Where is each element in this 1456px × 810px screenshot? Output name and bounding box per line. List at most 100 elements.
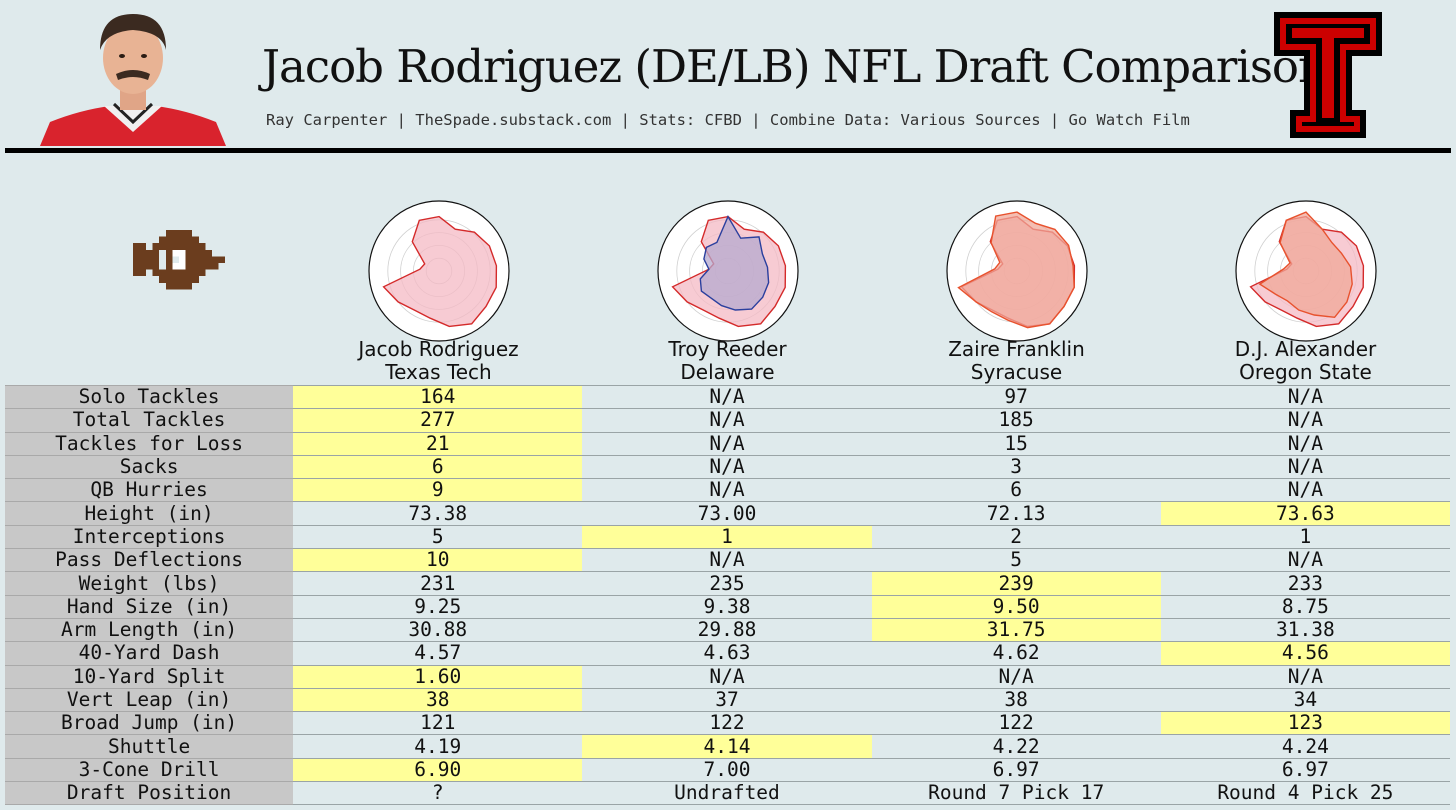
stat-cell: N/A <box>871 664 1161 689</box>
table-row: Draft Position? Undrafted Round 7 Pick 17 R… <box>5 781 1450 806</box>
radar-chart-dj-alexander <box>1235 200 1377 342</box>
table-row: 10-Yard Split 1.60 N/A N/A N/A <box>5 664 1450 689</box>
stat-cell: 233 <box>1160 571 1450 596</box>
table-row: Solo Tackles 164 N/A 97 N/A <box>5 384 1450 410</box>
page-title: Jacob Rodriguez (DE/LB) NFL Draft Compar… <box>262 40 1327 93</box>
stat-cell: 34 <box>1160 687 1450 713</box>
table-row: Pass Deflections 10 N/A 5 N/A <box>5 548 1450 573</box>
stat-cell: 235 <box>582 571 872 596</box>
row-label: Interceptions <box>5 524 294 550</box>
stats-comparison-table: Solo Tackles 164 N/A 97 N/A Total Tackles 277 N… <box>5 384 1450 806</box>
stat-cell: ? <box>293 781 583 806</box>
radar-series-zaire-franklin <box>957 211 1075 329</box>
radar-series-d-j-alexander <box>1258 211 1353 319</box>
row-label: Sacks <box>5 454 294 480</box>
table-row: Shuttle 4.19 4.14 4.22 4.24 <box>5 734 1450 759</box>
table-row: Total Tackles 277 N/A 185 N/A <box>5 408 1450 433</box>
stat-cell: 6.97 <box>1160 757 1450 783</box>
stat-cell: 15 <box>871 431 1161 456</box>
stats-table-body: Solo Tackles 164 N/A 97 N/A Total Tackles 277 N… <box>5 384 1450 806</box>
player-header: Troy Reeder Delaware <box>583 338 872 384</box>
stat-cell: 73.38 <box>293 501 583 526</box>
player-school: Syracuse <box>970 360 1063 384</box>
radar-chart-troy-reeder <box>657 200 799 342</box>
stat-cell: N/A <box>582 431 872 456</box>
table-row: Broad Jump (in) 121 122 122 123 <box>5 711 1450 736</box>
stat-cell: 121 <box>293 711 583 736</box>
player-headshot <box>40 14 226 146</box>
stat-cell: N/A <box>1160 548 1450 573</box>
credits-subtitle: Ray Carpenter | TheSpade.substack.com | … <box>266 111 1190 129</box>
player-name: D.J. Alexander <box>1234 337 1377 361</box>
row-label: Arm Length (in) <box>5 617 294 643</box>
header-divider <box>5 148 1451 153</box>
masked-rider-icon <box>132 230 226 290</box>
radar-chart-jacob-rodriguez <box>368 200 510 342</box>
stat-cell: 123 <box>1160 711 1450 736</box>
stat-cell: 21 <box>293 431 583 456</box>
stat-cell: Round 4 Pick 25 <box>1160 781 1450 806</box>
stat-cell: 239 <box>871 571 1161 596</box>
row-label: Pass Deflections <box>5 548 294 573</box>
table-row: Vert Leap (in) 38 37 38 34 <box>5 687 1450 713</box>
table-row: QB Hurries 9 N/A 6 N/A <box>5 478 1450 503</box>
stat-cell: 38 <box>871 687 1161 713</box>
stat-cell: 4.57 <box>293 641 583 666</box>
stat-cell: N/A <box>582 548 872 573</box>
stat-cell: 1 <box>1160 524 1450 550</box>
table-row: 3-Cone Drill 6.90 7.00 6.97 6.97 <box>5 757 1450 783</box>
player-school: Texas Tech <box>385 360 492 384</box>
radar-series-jacob-rodriguez <box>382 215 498 328</box>
table-row: Height (in) 73.38 73.00 72.13 73.63 <box>5 501 1450 526</box>
stat-cell: 122 <box>582 711 872 736</box>
row-label: 10-Yard Split <box>5 664 294 689</box>
row-label: Draft Position <box>5 781 294 806</box>
stat-cell: 30.88 <box>293 617 583 643</box>
stat-cell: 7.00 <box>582 757 872 783</box>
stat-cell: 9.38 <box>582 594 872 619</box>
player-header: Zaire Franklin Syracuse <box>872 338 1161 384</box>
stat-cell: 97 <box>871 384 1161 410</box>
stat-cell: 9.50 <box>871 594 1161 619</box>
stat-cell: 4.14 <box>582 734 872 759</box>
stat-cell: 37 <box>582 687 872 713</box>
stat-cell: 6.90 <box>293 757 583 783</box>
stat-cell: 164 <box>293 384 583 410</box>
stat-cell: N/A <box>582 478 872 503</box>
row-label: Shuttle <box>5 734 294 759</box>
stat-cell: 4.22 <box>871 734 1161 759</box>
player-name: Zaire Franklin <box>948 337 1085 361</box>
row-label: Total Tackles <box>5 408 294 433</box>
stat-cell: 4.62 <box>871 641 1161 666</box>
stat-cell: N/A <box>1160 408 1450 433</box>
stat-cell: 4.56 <box>1160 641 1450 666</box>
stat-cell: 6.97 <box>871 757 1161 783</box>
row-label: Solo Tackles <box>5 384 294 410</box>
row-label: Vert Leap (in) <box>5 687 294 713</box>
stat-cell: 3 <box>871 454 1161 480</box>
stat-cell: 31.75 <box>871 617 1161 643</box>
radar-chart-zaire-franklin <box>946 200 1088 342</box>
stat-cell: 31.38 <box>1160 617 1450 643</box>
row-label: Height (in) <box>5 501 294 526</box>
stat-cell: 73.63 <box>1160 501 1450 526</box>
stat-cell: N/A <box>1160 454 1450 480</box>
stat-cell: 73.00 <box>582 501 872 526</box>
stat-cell: 231 <box>293 571 583 596</box>
radar-series-troy-reeder <box>699 215 770 311</box>
stat-cell: 10 <box>293 548 583 573</box>
table-row: 40-Yard Dash 4.57 4.63 4.62 4.56 <box>5 641 1450 666</box>
table-row: Interceptions 5 1 2 1 <box>5 524 1450 550</box>
player-school: Delaware <box>680 360 775 384</box>
player-name: Jacob Rodriguez <box>358 337 519 361</box>
texas-tech-logo <box>1274 12 1382 138</box>
stat-cell: 72.13 <box>871 501 1161 526</box>
row-label: QB Hurries <box>5 478 294 503</box>
row-label: Hand Size (in) <box>5 594 294 619</box>
stat-cell: 38 <box>293 687 583 713</box>
row-label: Tackles for Loss <box>5 431 294 456</box>
row-label: 40-Yard Dash <box>5 641 294 666</box>
stat-cell: N/A <box>582 408 872 433</box>
stat-cell: 185 <box>871 408 1161 433</box>
header: Jacob Rodriguez (DE/LB) NFL Draft Compar… <box>0 0 1456 148</box>
